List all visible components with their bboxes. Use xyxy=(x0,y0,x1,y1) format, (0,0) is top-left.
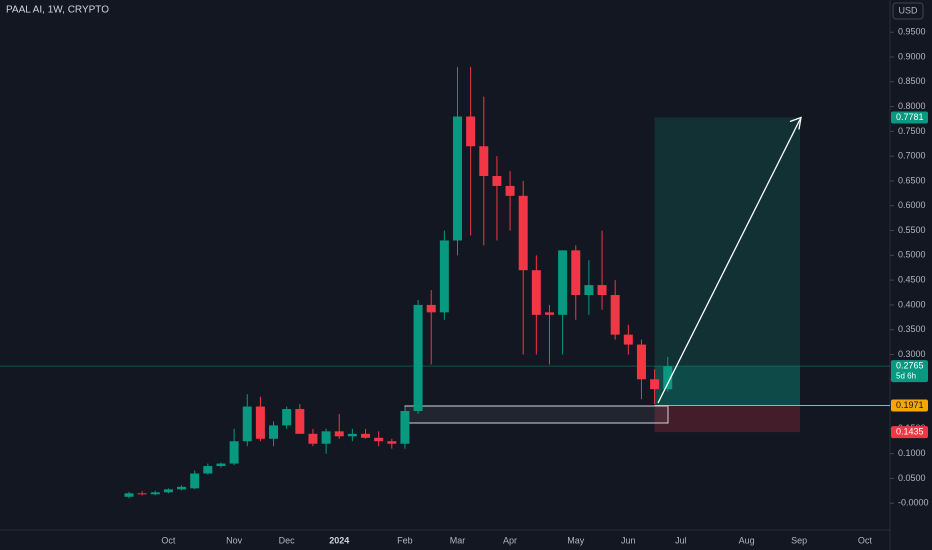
candle-body xyxy=(453,116,462,241)
x-tick-label: Dec xyxy=(279,535,296,545)
candle-body xyxy=(308,433,318,444)
candle-body xyxy=(321,431,331,444)
candle-body xyxy=(571,250,581,295)
x-tick-label: Oct xyxy=(858,535,873,545)
candle-body xyxy=(163,489,173,493)
candle-body xyxy=(229,441,239,464)
candle-body xyxy=(255,406,265,439)
candle-body xyxy=(190,473,200,489)
price-tag-label: 0.7781 xyxy=(896,112,924,122)
y-tick-label: 0.8000 xyxy=(898,101,926,111)
arrow-head xyxy=(789,116,802,130)
countdown: 5d 6h xyxy=(896,371,916,380)
candle-body xyxy=(518,195,528,271)
candle-body xyxy=(334,431,344,437)
x-tick-label: Oct xyxy=(161,535,176,545)
y-tick-label: 0.9000 xyxy=(898,51,926,61)
x-tick-label: May xyxy=(567,535,585,545)
y-tick-label: -0.0000 xyxy=(898,498,929,508)
y-tick-label: 0.6500 xyxy=(898,175,926,185)
price-tag xyxy=(891,111,928,124)
candle-body xyxy=(137,493,147,495)
candle-body xyxy=(531,270,541,315)
stop-zone xyxy=(654,405,800,433)
zone-rectangle xyxy=(404,405,669,424)
price-tag-label: 0.2765 xyxy=(896,361,924,371)
x-tick-label: Jun xyxy=(621,535,636,545)
price-tag-label: 0.1435 xyxy=(896,426,924,436)
y-tick-label: 0.3000 xyxy=(898,349,926,359)
candle-body xyxy=(387,441,397,444)
candle-body xyxy=(295,409,305,434)
candle-body xyxy=(636,344,646,380)
y-tick-label: 0.8500 xyxy=(898,76,926,86)
y-tick-label: 0.9500 xyxy=(898,27,926,37)
x-tick-label: Jul xyxy=(675,535,687,545)
candle-body xyxy=(623,334,633,345)
candle-body xyxy=(400,411,410,444)
candle-body xyxy=(610,294,620,335)
x-tick-label: Sep xyxy=(791,535,807,545)
candle-body xyxy=(150,492,160,495)
y-tick-label: 0.7500 xyxy=(898,126,926,136)
currency-button[interactable] xyxy=(892,2,924,20)
candle-body xyxy=(426,304,436,313)
price-tag-label: 0.1971 xyxy=(896,400,924,410)
candle-body xyxy=(242,406,252,442)
x-tick-label: Mar xyxy=(450,535,466,545)
candle-body xyxy=(479,146,489,177)
candle-body xyxy=(466,116,476,147)
candle-body xyxy=(269,425,279,439)
price-tag xyxy=(891,360,928,383)
x-tick-label: Apr xyxy=(503,535,517,545)
candle-body xyxy=(374,437,384,442)
price-tag xyxy=(891,426,928,439)
unrealized-zone xyxy=(654,366,800,406)
candle-body xyxy=(216,463,226,467)
chart-title: PAAL AI, 1W, CRYPTO xyxy=(6,5,109,16)
x-tick-label: 2024 xyxy=(329,535,349,545)
y-tick-label: 0.5000 xyxy=(898,250,926,260)
y-tick-label: 0.4500 xyxy=(898,274,926,284)
candle-body xyxy=(544,312,554,315)
profit-zone xyxy=(654,117,800,406)
candle-body xyxy=(597,285,607,295)
y-tick-label: 0.7000 xyxy=(898,151,926,161)
price-tag xyxy=(891,399,928,412)
candle-body xyxy=(124,493,134,497)
candle-body xyxy=(203,466,213,474)
y-tick-label: 0.3500 xyxy=(898,324,926,334)
candle-body xyxy=(492,176,502,186)
candle-body xyxy=(439,240,449,313)
x-tick-label: Feb xyxy=(397,535,413,545)
candle-body xyxy=(282,409,292,426)
candle-body xyxy=(413,304,423,412)
candle-body xyxy=(650,379,660,390)
x-tick-label: Nov xyxy=(226,535,243,545)
arrow xyxy=(657,119,801,404)
y-tick-label: 0.0500 xyxy=(898,473,926,483)
candle-body xyxy=(505,185,515,196)
candle-body xyxy=(584,285,594,295)
candle-body xyxy=(347,433,357,437)
y-tick-label: 0.6000 xyxy=(898,200,926,210)
candle-body xyxy=(663,366,673,390)
x-tick-label: Aug xyxy=(739,535,755,545)
y-tick-label: 0.1000 xyxy=(898,448,926,458)
y-tick-label: 0.5500 xyxy=(898,225,926,235)
y-tick-label: 0.4000 xyxy=(898,299,926,309)
candle-body xyxy=(361,433,371,438)
currency-label[interactable]: USD xyxy=(898,5,918,15)
candle-body xyxy=(558,250,568,315)
candle-body xyxy=(177,486,187,490)
